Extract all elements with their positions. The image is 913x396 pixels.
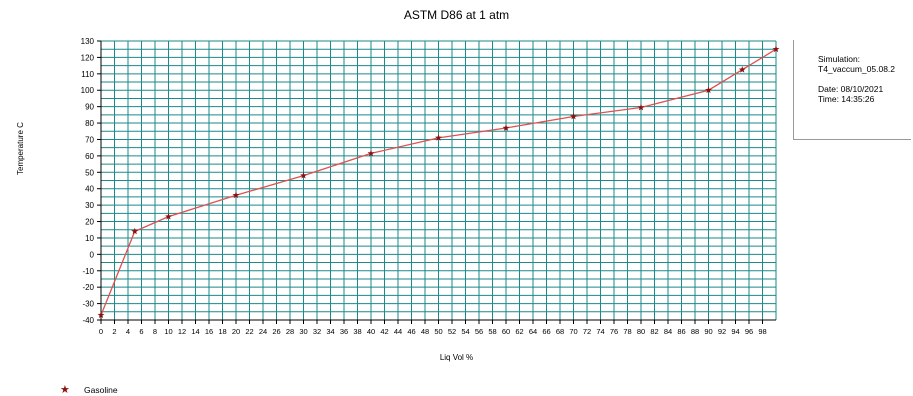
x-tick-label: 0: [99, 327, 103, 336]
x-tick-label: 82: [650, 327, 658, 336]
x-tick-label: 90: [704, 327, 712, 336]
y-tick-label: 130: [81, 37, 95, 46]
data-point: [772, 45, 780, 53]
x-tick-label: 28: [286, 327, 294, 336]
y-tick-label: 70: [85, 135, 94, 144]
y-tick-label: 90: [85, 103, 94, 112]
x-tick-label: 46: [407, 327, 415, 336]
simulation-date: Date: 08/10/2021: [818, 84, 884, 94]
x-tick-label: 36: [340, 327, 348, 336]
x-tick-label: 92: [718, 327, 726, 336]
y-tick-label: 20: [85, 218, 94, 227]
x-tick-label: 54: [461, 327, 469, 336]
data-point: [131, 227, 139, 235]
data-point: [570, 112, 577, 120]
x-tick-label: 48: [421, 327, 429, 336]
data-point: [705, 86, 712, 94]
x-tick-label: 94: [731, 327, 739, 336]
data-point: [232, 191, 240, 199]
x-tick-label: 74: [596, 327, 604, 336]
simulation-time: Time: 14:35:26: [818, 94, 875, 104]
x-tick-label: 24: [259, 327, 267, 336]
y-axis-label: Temperature C: [16, 122, 25, 175]
y-tick-label: 50: [85, 168, 94, 177]
x-tick-label: 98: [758, 327, 766, 336]
y-tick-label: -30: [82, 300, 94, 309]
data-point: [435, 134, 442, 141]
x-tick-label: 64: [529, 327, 537, 336]
x-tick-label: 38: [353, 327, 361, 336]
x-axis-label: Liq Vol %: [439, 353, 474, 362]
y-tick-label: 0: [90, 250, 95, 259]
x-tick-label: 18: [218, 327, 226, 336]
x-tick-label: 8: [153, 327, 157, 336]
x-tick-label: 58: [488, 327, 496, 336]
x-tick-label: 70: [569, 327, 577, 336]
x-tick-label: 52: [448, 327, 456, 336]
y-tick-label: 40: [85, 185, 94, 194]
x-tick-label: 84: [664, 327, 672, 336]
data-point: [637, 103, 645, 111]
x-tick-label: 62: [515, 327, 523, 336]
x-tick-label: 40: [367, 327, 375, 336]
x-tick-label: 26: [272, 327, 280, 336]
y-tick-label: -10: [82, 267, 94, 276]
x-tick-label: 16: [205, 327, 213, 336]
data-point: [300, 171, 307, 179]
x-tick-label: 30: [299, 327, 307, 336]
legend-label: Gasoline: [84, 384, 118, 395]
x-tick-label: 96: [745, 327, 753, 336]
x-tick-label: 50: [434, 327, 442, 336]
data-point: [165, 213, 172, 220]
x-tick-label: 44: [394, 327, 402, 336]
x-tick-label: 60: [502, 327, 510, 336]
data-point: [97, 311, 105, 318]
x-tick-label: 32: [313, 327, 321, 336]
x-tick-label: 10: [164, 327, 172, 336]
x-tick-label: 14: [191, 327, 199, 336]
y-tick-label: 10: [85, 234, 94, 243]
x-tick-label: 12: [178, 327, 186, 336]
x-tick-label: 76: [610, 327, 618, 336]
x-tick-label: 66: [542, 327, 550, 336]
x-tick-label: 22: [245, 327, 253, 336]
y-tick-label: 110: [81, 70, 94, 79]
data-point: [502, 124, 510, 131]
y-tick-label: 120: [81, 53, 95, 62]
simulation-info-box: Simulation: T4_vaccum_05.08.2 Date: 08/1…: [793, 40, 911, 140]
data-point: [738, 66, 746, 73]
x-tick-label: 56: [475, 327, 483, 336]
x-tick-label: 88: [691, 327, 699, 336]
x-tick-label: 80: [637, 327, 645, 336]
legend: ★ Gasoline: [60, 383, 118, 396]
legend-marker-icon: ★: [60, 384, 70, 396]
y-tick-label: 30: [85, 201, 94, 210]
x-tick-label: 68: [556, 327, 564, 336]
x-tick-label: 78: [623, 327, 631, 336]
x-tick-label: 4: [126, 327, 130, 336]
y-tick-label: -40: [82, 316, 94, 325]
x-tick-label: 86: [677, 327, 685, 336]
x-tick-label: 20: [232, 327, 240, 336]
x-tick-label: 72: [583, 327, 591, 336]
y-tick-label: 60: [85, 152, 94, 161]
simulation-label: Simulation:: [818, 54, 861, 64]
y-tick-label: 100: [81, 86, 95, 95]
data-point: [367, 149, 375, 157]
y-tick-label: -20: [82, 283, 94, 292]
chart-title: ASTM D86 at 1 atm: [403, 8, 510, 22]
x-tick-label: 34: [326, 327, 334, 336]
y-tick-label: 80: [85, 119, 94, 128]
x-tick-label: 6: [139, 327, 143, 336]
x-tick-label: 42: [380, 327, 388, 336]
simulation-value: T4_vaccum_05.08.2: [818, 64, 896, 74]
x-tick-label: 2: [112, 327, 116, 336]
